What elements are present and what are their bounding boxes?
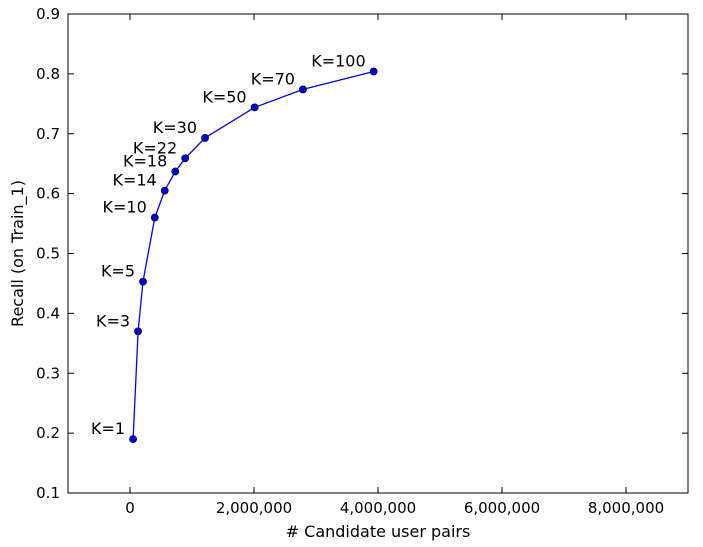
data-point xyxy=(201,134,209,142)
y-tick-label: 0.2 xyxy=(36,424,60,442)
data-point xyxy=(160,186,169,195)
point-label: K=22 xyxy=(133,138,177,157)
plot-area: K=1 K=3 K=5 K=10 K=14K=18K=22K=30 K=50 K=70 K=1… xyxy=(91,51,378,444)
data-point xyxy=(134,327,142,336)
y-tick-label: 0.9 xyxy=(36,5,60,23)
data-point xyxy=(181,154,190,163)
point-label: K=18 xyxy=(123,151,167,170)
x-tick-label: 0 xyxy=(125,499,135,517)
plot-frame xyxy=(67,13,689,494)
point-label: K=10 xyxy=(103,198,147,217)
data-point xyxy=(369,67,378,76)
point-label: K=14 xyxy=(112,171,156,190)
data-point xyxy=(129,435,137,444)
y-tick-label: 0.6 xyxy=(36,185,60,203)
y-tick-label: 0.4 xyxy=(36,304,60,322)
x-tick-label: 6,000,000 xyxy=(464,499,540,517)
point-label: K=70 xyxy=(251,69,295,88)
x-tick-label: 4,000,000 xyxy=(340,499,416,517)
data-point xyxy=(139,277,147,286)
y-tick-label: 0.1 xyxy=(36,484,60,502)
point-label: K=3 xyxy=(96,311,130,330)
point-label: K=30 xyxy=(153,118,197,137)
data-point xyxy=(171,167,180,176)
y-tick-label: 0.5 xyxy=(36,245,60,263)
point-label: K=5 xyxy=(101,262,135,281)
data-point xyxy=(299,85,307,94)
point-label: K=100 xyxy=(311,51,365,70)
point-label: K=1 xyxy=(91,419,125,438)
data-point xyxy=(150,213,159,222)
y-tick-label: 0.8 xyxy=(36,65,60,83)
axis-ticks: 0 2,000,000 4,000,000 6,000,000 8,000,000 0.1… xyxy=(36,5,688,517)
y-tick-label: 0.3 xyxy=(36,364,60,382)
data-point xyxy=(250,103,259,112)
x-tick-label: 8,000,000 xyxy=(588,499,664,517)
x-axis-label: # Candidate user pairs xyxy=(286,522,471,541)
point-label: K=50 xyxy=(202,87,246,106)
y-axis-label: Recall (on Train_1) xyxy=(8,180,28,327)
x-tick-label: 2,000,000 xyxy=(216,499,292,517)
y-tick-label: 0.7 xyxy=(36,125,60,143)
